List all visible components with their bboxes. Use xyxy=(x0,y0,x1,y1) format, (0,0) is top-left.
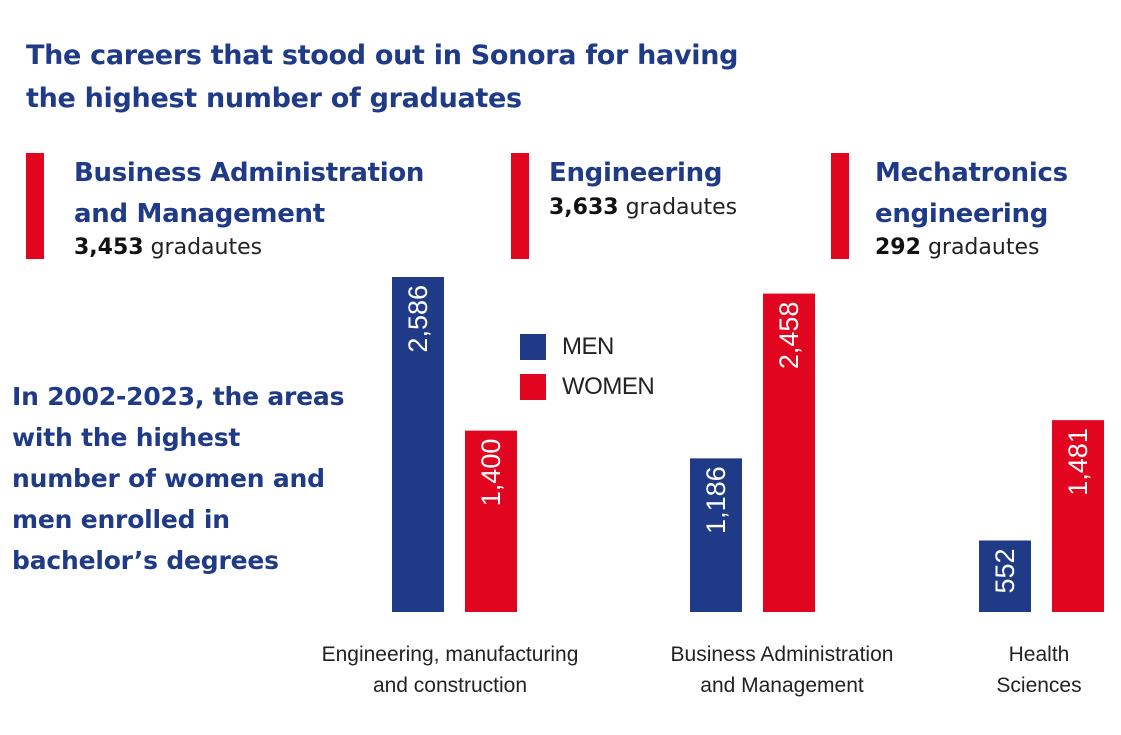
data-label-men-0: 2,586 xyxy=(403,285,433,353)
category-label-health: Health Sciences xyxy=(964,639,1114,701)
count-value: 3,453 xyxy=(74,235,144,260)
highlight-name-line: Engineering xyxy=(549,158,723,188)
bar-women-0 xyxy=(465,430,517,612)
category-label-business: Business Administration and Management xyxy=(632,639,932,701)
legend-swatch-women xyxy=(520,374,546,400)
highlight-name-line: and Management xyxy=(74,199,325,229)
accent-bar xyxy=(26,153,44,259)
data-label-men-2: 552 xyxy=(990,548,1020,593)
data-label-men-1: 1,186 xyxy=(701,466,731,534)
legend-swatch-men xyxy=(520,334,546,360)
legend-item-women: WOMEN xyxy=(520,373,655,400)
category-label-line: Sciences xyxy=(996,674,1082,697)
highlight-count: 292 gradautes xyxy=(875,234,1039,262)
highlight-count: 3,453 gradautes xyxy=(74,234,262,262)
count-unit: gradautes xyxy=(625,195,738,220)
highlight-name-line: engineering xyxy=(875,199,1048,229)
highlight-name-line: Business Administration xyxy=(74,158,425,188)
data-label-women-0: 1,400 xyxy=(476,439,506,507)
count-unit: gradautes xyxy=(927,235,1040,260)
highlight-count: 3,633 gradautes xyxy=(549,194,737,222)
count-value: 292 xyxy=(875,235,921,260)
page-title: The careers that stood out in Sonora for… xyxy=(26,40,739,114)
legend-label-men: MEN xyxy=(562,333,614,360)
count-unit: gradautes xyxy=(150,235,263,260)
category-label-line: Engineering, manufacturing xyxy=(321,643,579,666)
bar-men-2 xyxy=(979,540,1031,612)
data-label-women-1: 2,458 xyxy=(774,302,804,370)
bar-men-1 xyxy=(690,458,742,612)
bar-women-2 xyxy=(1052,420,1104,612)
count-value: 3,633 xyxy=(549,195,619,220)
category-label-engineering: Engineering, manufacturing and construct… xyxy=(300,639,600,701)
category-label-line: Business Administration xyxy=(670,643,894,666)
category-label-line: and construction xyxy=(372,674,528,697)
accent-bar xyxy=(511,153,529,259)
highlight-name: Engineering xyxy=(549,153,722,194)
data-label-women-2: 1,481 xyxy=(1063,428,1093,496)
legend-label-women: WOMEN xyxy=(562,373,655,400)
legend-item-men: MEN xyxy=(520,333,654,360)
highlight-name: Mechatronics engineering xyxy=(875,153,1068,235)
category-label-line: and Management xyxy=(700,674,864,697)
accent-bar xyxy=(831,153,849,259)
bar-men-0 xyxy=(392,277,444,612)
category-label-line: Health xyxy=(1008,643,1070,666)
highlight-name-line: Mechatronics xyxy=(875,158,1068,188)
highlight-name: Business Administration and Management xyxy=(74,153,424,235)
chart-subtitle: In 2002-2023, the areas with the highest… xyxy=(12,382,345,575)
chart-legend: MEN WOMEN xyxy=(520,333,655,414)
bar-women-1 xyxy=(763,293,815,612)
